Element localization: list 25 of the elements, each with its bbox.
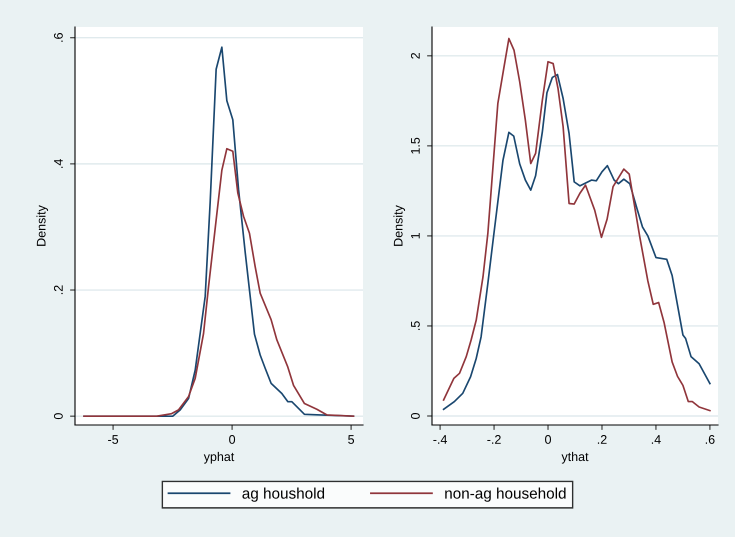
x-tick-label: 0 — [545, 435, 552, 444]
y-tick-label: 0 — [410, 413, 420, 419]
x-tick-label: -.4 — [433, 435, 448, 444]
y-tick-label: .5 — [411, 321, 420, 330]
x-axis-title: ythat — [561, 452, 588, 464]
x-tick-label: -.2 — [487, 435, 501, 444]
y-tick-label: 1 — [411, 233, 420, 238]
y-axis-title: Density — [393, 205, 406, 246]
y-axis-title: Density — [36, 205, 48, 246]
line-series — [83, 148, 354, 418]
x-tick-label: 5 — [348, 435, 354, 444]
y-tick-label: 0 — [54, 413, 63, 420]
y-tick-label: .4 — [54, 159, 63, 168]
legend-label: ag houshold — [242, 488, 324, 502]
x-tick-label: .2 — [598, 435, 607, 444]
x-tick-label: -5 — [108, 435, 118, 444]
x-tick-label: .6 — [706, 435, 715, 444]
x-tick-label: .4 — [652, 435, 661, 444]
legend-label: non-ag household — [445, 488, 566, 502]
y-tick-label: 1.5 — [411, 138, 420, 154]
y-tick-label: .2 — [54, 285, 63, 294]
x-tick-label: 0 — [229, 435, 236, 444]
x-axis-title: yphat — [204, 452, 234, 464]
y-tick-label: .6 — [54, 33, 63, 42]
y-tick-label: 2 — [410, 52, 420, 59]
